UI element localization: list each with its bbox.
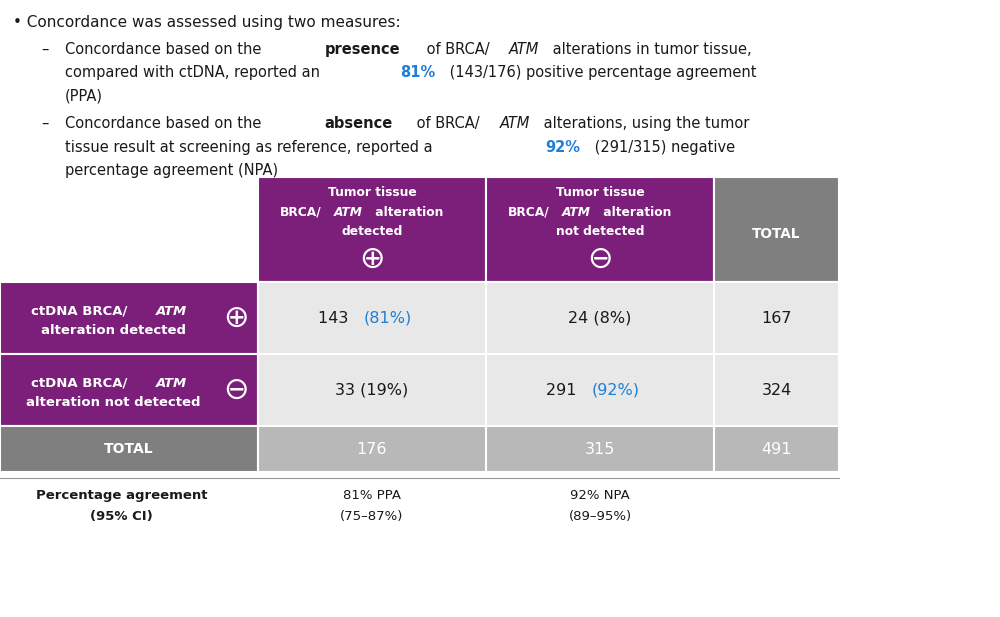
- Text: ⊕: ⊕: [223, 304, 249, 333]
- Text: ATM: ATM: [500, 116, 530, 131]
- Bar: [258, 354, 486, 426]
- Text: (PPA): (PPA): [65, 88, 103, 104]
- Text: presence: presence: [324, 41, 400, 57]
- Text: 143: 143: [318, 310, 353, 326]
- Bar: [258, 426, 486, 472]
- Text: absence: absence: [324, 116, 393, 131]
- Text: ATM: ATM: [334, 205, 363, 218]
- Text: alteration: alteration: [371, 205, 443, 218]
- Text: (75–87%): (75–87%): [340, 510, 404, 523]
- Text: (92%): (92%): [592, 383, 640, 397]
- Bar: [714, 354, 839, 426]
- Bar: [714, 177, 839, 282]
- Text: ⊖: ⊖: [223, 376, 249, 405]
- Text: 291: 291: [546, 383, 582, 397]
- Text: 324: 324: [761, 383, 792, 397]
- Text: 81%: 81%: [400, 65, 435, 80]
- Text: alteration not detected: alteration not detected: [26, 396, 201, 409]
- Text: 176: 176: [357, 442, 387, 457]
- Text: 92%: 92%: [545, 139, 580, 154]
- Text: ATM: ATM: [156, 376, 187, 389]
- Text: –: –: [41, 116, 48, 131]
- Text: percentage agreement (NPA): percentage agreement (NPA): [65, 163, 278, 178]
- Bar: [714, 282, 839, 354]
- Text: not detected: not detected: [556, 225, 644, 238]
- Bar: [486, 177, 714, 282]
- Text: of BRCA/: of BRCA/: [422, 41, 490, 57]
- Bar: [0, 426, 258, 472]
- Text: (81%): (81%): [364, 310, 412, 326]
- Text: 24 (8%): 24 (8%): [568, 310, 632, 326]
- Text: TOTAL: TOTAL: [752, 226, 801, 241]
- Text: 33 (19%): 33 (19%): [335, 383, 409, 397]
- Bar: [714, 426, 839, 472]
- Text: (89–95%): (89–95%): [568, 510, 632, 523]
- Text: alterations, using the tumor: alterations, using the tumor: [539, 116, 749, 131]
- Text: 491: 491: [761, 442, 792, 457]
- Text: Concordance based on the: Concordance based on the: [65, 41, 266, 57]
- Text: BRCA/: BRCA/: [280, 205, 321, 218]
- Text: of BRCA/: of BRCA/: [412, 116, 480, 131]
- Text: Tumor tissue: Tumor tissue: [328, 186, 416, 199]
- Text: ATM: ATM: [562, 205, 591, 218]
- Text: ⊕: ⊕: [359, 244, 385, 273]
- Bar: [0, 354, 258, 426]
- Bar: [258, 282, 486, 354]
- Bar: [486, 426, 714, 472]
- Text: (291/315) negative: (291/315) negative: [590, 139, 736, 154]
- Text: detected: detected: [341, 225, 403, 238]
- Text: –: –: [41, 41, 48, 57]
- Bar: [258, 177, 486, 282]
- Text: ctDNA BRCA/: ctDNA BRCA/: [31, 305, 128, 318]
- Text: alterations in tumor tissue,: alterations in tumor tissue,: [548, 41, 752, 57]
- Text: BRCA/: BRCA/: [508, 205, 549, 218]
- Text: 315: 315: [585, 442, 615, 457]
- Text: Percentage agreement: Percentage agreement: [36, 489, 207, 502]
- Text: alteration: alteration: [599, 205, 671, 218]
- Text: Concordance based on the: Concordance based on the: [65, 116, 266, 131]
- Text: 81% PPA: 81% PPA: [343, 489, 401, 502]
- Text: ATM: ATM: [509, 41, 540, 57]
- Text: ATM: ATM: [156, 305, 187, 318]
- Text: ctDNA BRCA/: ctDNA BRCA/: [31, 376, 128, 389]
- Bar: [486, 354, 714, 426]
- Text: TOTAL: TOTAL: [104, 442, 154, 456]
- Text: 167: 167: [761, 310, 792, 326]
- Bar: [486, 282, 714, 354]
- Text: • Concordance was assessed using two measures:: • Concordance was assessed using two mea…: [13, 15, 401, 30]
- Bar: [0, 282, 258, 354]
- Text: (95% CI): (95% CI): [90, 510, 153, 523]
- Text: (143/176) positive percentage agreement: (143/176) positive percentage agreement: [445, 65, 757, 80]
- Text: ⊖: ⊖: [587, 244, 613, 273]
- Text: alteration detected: alteration detected: [41, 324, 186, 337]
- Text: compared with ctDNA, reported an: compared with ctDNA, reported an: [65, 65, 325, 80]
- Text: 92% NPA: 92% NPA: [570, 489, 630, 502]
- Text: tissue result at screening as reference, reported a: tissue result at screening as reference,…: [65, 139, 437, 154]
- Text: Tumor tissue: Tumor tissue: [556, 186, 644, 199]
